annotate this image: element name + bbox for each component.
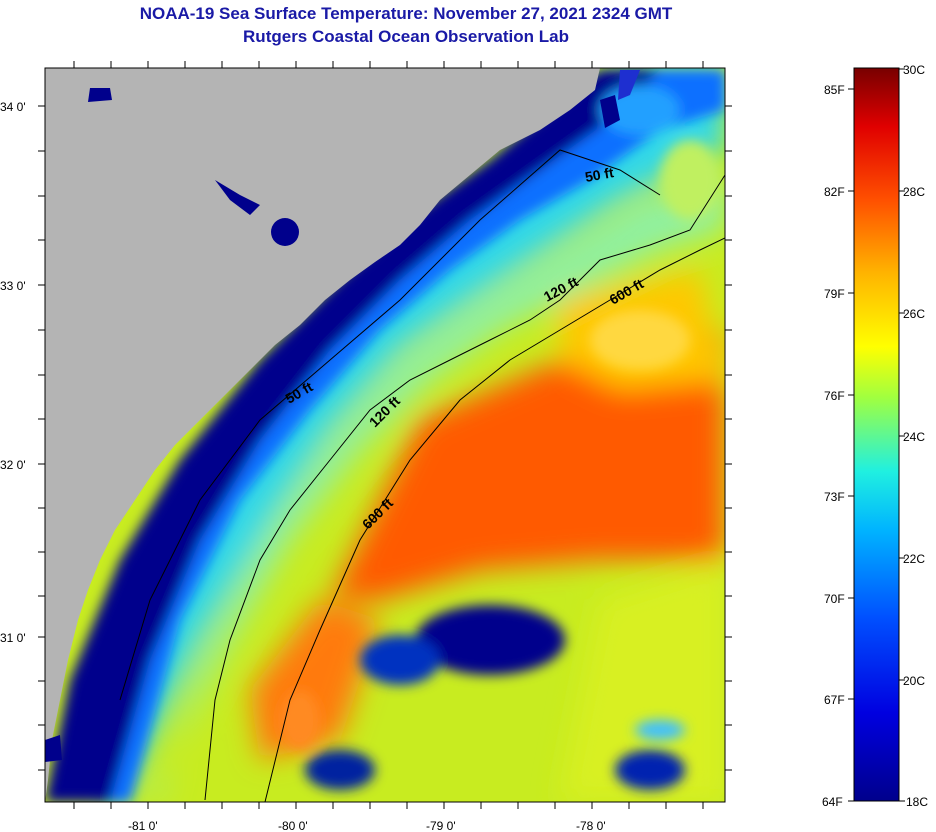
map-imagery [45, 68, 725, 802]
land-area [45, 68, 600, 802]
colorbar-c-30: 30C [903, 63, 925, 77]
colorbar-f-70: 70F [824, 592, 845, 606]
contour-50ft [119, 149, 661, 701]
colorbar-f-76: 76F [824, 389, 845, 403]
map-subtitle: Rutgers Coastal Ocean Observation Lab [243, 27, 569, 46]
contour-120ft [204, 174, 725, 801]
colorbar-ticks [848, 68, 905, 802]
colorbar-c-22: 22C [903, 552, 925, 566]
lat-label-32: 32 0' [0, 458, 26, 472]
axis-ticks [38, 61, 732, 809]
colorbar-f-85: 85F [824, 83, 845, 97]
colorbar-c-24: 24C [903, 430, 925, 444]
map-title: NOAA-19 Sea Surface Temperature: Novembe… [139, 4, 673, 23]
contour-label-50ft-north: 50 ft [584, 164, 615, 185]
colorbar-f-73: 73F [824, 490, 845, 504]
lon-label-80: -80 0' [278, 819, 308, 832]
colorbar-f-67: 67F [824, 693, 845, 707]
colorbar-c-18: 18C [906, 795, 928, 809]
lon-label-78: -78 0' [576, 819, 606, 832]
colorbar-f-79: 79F [824, 287, 845, 301]
lon-label-79: -79 0' [426, 819, 456, 832]
colorbar-scale [853, 67, 900, 802]
contour-600ft [264, 237, 725, 802]
colorbar-f-82: 82F [824, 185, 845, 199]
lat-label-33: 33 0' [0, 279, 26, 293]
colorbar-c-20: 20C [903, 674, 925, 688]
lat-label-34: 34 0' [0, 100, 26, 114]
colorbar-f-64: 64F [822, 795, 843, 809]
colorbar-c-26: 26C [903, 307, 925, 321]
lon-label-81: -81 0' [128, 819, 158, 832]
colorbar-c-28: 28C [903, 185, 925, 199]
map-frame [44, 67, 726, 803]
lat-label-31: 31 0' [0, 631, 26, 645]
